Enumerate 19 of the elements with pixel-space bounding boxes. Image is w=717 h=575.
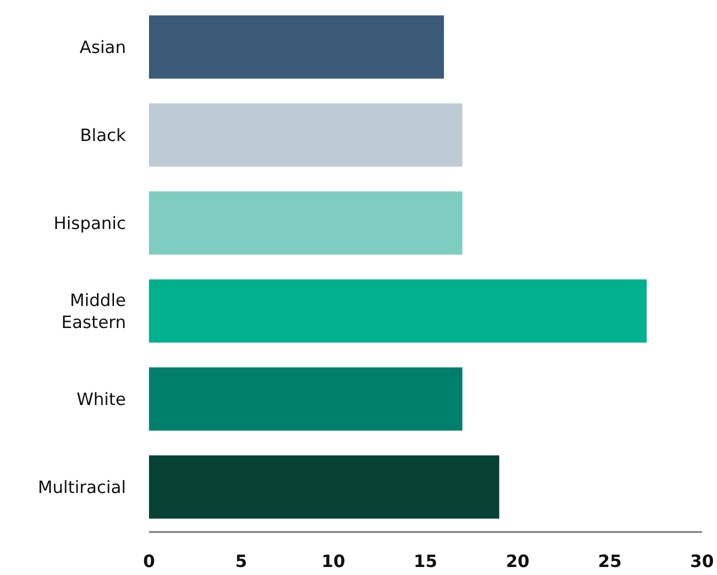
x-tick-label: 0 [143, 552, 156, 572]
x-tick-label: 15 [414, 552, 438, 572]
bar [149, 103, 462, 167]
x-tick-label: 20 [506, 552, 530, 572]
bar [149, 367, 462, 431]
bar [149, 191, 462, 255]
bar [149, 455, 500, 519]
y-tick-label: White [76, 390, 126, 410]
y-tick-label: Middle Eastern [61, 290, 126, 333]
y-tick-label: Multiracial [38, 478, 126, 498]
bar [149, 15, 444, 79]
bar [149, 279, 647, 343]
y-tick-label: Black [80, 126, 126, 146]
x-tick-label: 5 [235, 552, 248, 572]
x-tick-label: 25 [598, 552, 622, 572]
x-tick-label: 10 [321, 552, 346, 572]
x-tick-label: 30 [690, 552, 714, 572]
y-tick-label: Hispanic [54, 214, 126, 234]
y-tick-label: Asian [80, 38, 126, 58]
